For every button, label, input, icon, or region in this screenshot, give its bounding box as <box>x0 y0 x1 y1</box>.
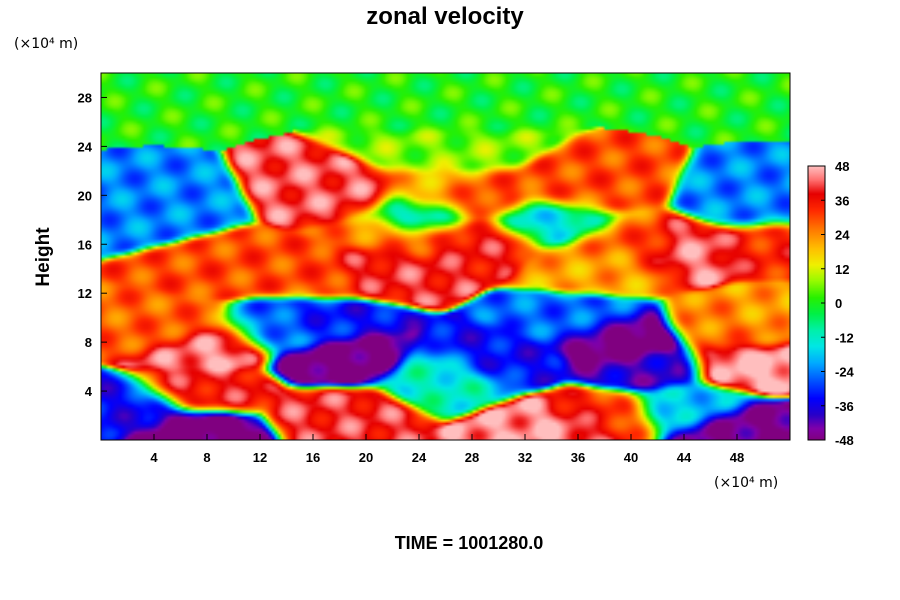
y-axis-unit: (×10⁴ m) <box>14 36 78 52</box>
x-tick-label: 12 <box>253 450 267 465</box>
y-tick-label: 24 <box>78 139 93 154</box>
y-tick-label: 28 <box>78 90 92 105</box>
y-tick-label: 12 <box>78 286 92 301</box>
y-axis-ticks: 4 8 12 16 20 24 28 <box>78 90 107 399</box>
colorbar-tick-label: 36 <box>835 193 849 208</box>
x-tick-label: 44 <box>677 450 692 465</box>
heatmap-plot-area <box>100 72 791 441</box>
x-axis-ticks: 4 8 12 16 20 24 28 32 36 40 44 48 <box>150 434 744 465</box>
x-tick-label: 40 <box>624 450 638 465</box>
colorbar-ticks: 48 36 24 12 0 -12 -24 -36 -48 <box>821 159 855 448</box>
colorbar-tick-label: 48 <box>835 159 849 174</box>
colorbar-tick-label: -24 <box>835 365 855 380</box>
colorbar-tick-label: 0 <box>835 296 842 311</box>
y-tick-label: 16 <box>78 237 92 252</box>
colorbar-tick-label: 24 <box>835 228 850 243</box>
x-tick-label: 16 <box>306 450 320 465</box>
x-tick-label: 48 <box>730 450 744 465</box>
y-axis-label: Height <box>33 227 54 287</box>
x-tick-label: 8 <box>203 450 210 465</box>
x-tick-label: 28 <box>465 450 479 465</box>
y-tick-label: 20 <box>78 188 92 203</box>
x-tick-label: 24 <box>412 450 427 465</box>
y-tick-label: 8 <box>85 335 92 350</box>
colorbar: 48 36 24 12 0 -12 -24 -36 -48 <box>807 159 855 448</box>
colorbar-tick-label: 12 <box>835 262 849 277</box>
colorbar-gradient <box>808 166 825 440</box>
x-tick-label: 20 <box>359 450 373 465</box>
x-tick-label: 36 <box>571 450 585 465</box>
colorbar-tick-label: -36 <box>835 399 854 414</box>
time-label: TIME = 1001280.0 <box>395 533 544 553</box>
colorbar-tick-label: -12 <box>835 330 854 345</box>
plot-frame <box>100 72 791 441</box>
colorbar-tick-label: -48 <box>835 433 854 448</box>
chart-title: zonal velocity <box>366 3 524 30</box>
y-tick-label: 4 <box>85 384 93 399</box>
x-tick-label: 32 <box>518 450 532 465</box>
heatmap-image <box>101 73 790 440</box>
x-axis-unit: (×10⁴ m) <box>714 475 778 491</box>
x-tick-label: 4 <box>150 450 158 465</box>
